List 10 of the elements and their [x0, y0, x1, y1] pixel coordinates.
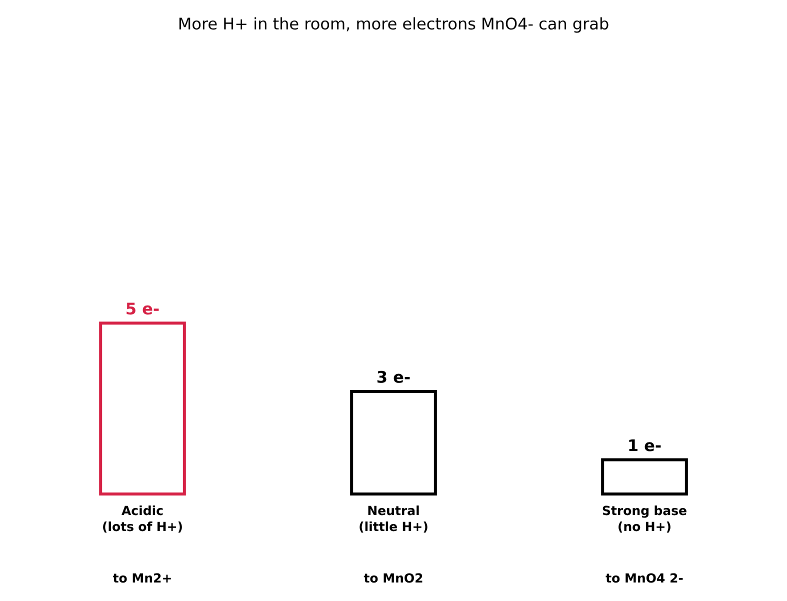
chart-title: More H+ in the room, more electrons MnO4- can grab — [179, 17, 608, 33]
x-tick-label: Neutral (little H+) — [360, 506, 428, 533]
text: to MnO2 — [364, 573, 422, 583]
text: to MnO4 2- — [606, 573, 683, 583]
x-tick-label: Strong base (no H+) — [602, 506, 686, 533]
data-label: 5 e- — [126, 302, 159, 315]
data-label: 3 e- — [377, 370, 410, 383]
data-label: 1 e- — [629, 439, 661, 452]
text: to Mn2+ — [112, 573, 171, 583]
x-tick-label: Acidic (lots of H+) — [103, 506, 182, 533]
